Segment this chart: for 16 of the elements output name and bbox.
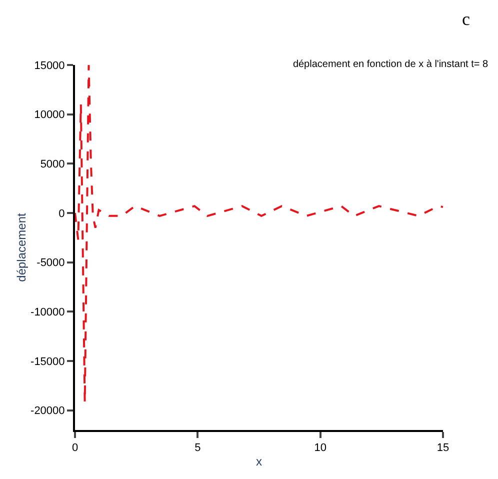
y-axis-title: déplacement	[14, 212, 28, 282]
y-tick-label: -20000	[30, 405, 65, 418]
y-tick-label: -15000	[30, 356, 65, 368]
y-tick-label: 5000	[40, 158, 65, 170]
x-axis-title: x	[256, 454, 262, 469]
x-tick-label: 15	[436, 442, 450, 454]
chart-title: déplacement en fonction de x à l'instant t= 8	[292, 58, 488, 70]
x-tick-label: 5	[194, 442, 201, 454]
y-tick-label: -10000	[30, 306, 65, 318]
y-tick-label: -5000	[36, 257, 65, 270]
text: c	[462, 9, 470, 29]
y-tick-label: 15000	[34, 60, 65, 72]
y-tick-label: 0	[58, 208, 65, 220]
y-tick-label: 10000	[34, 109, 65, 122]
x-tick-label: 0	[72, 442, 78, 454]
x-tick-label: 10	[314, 442, 326, 454]
